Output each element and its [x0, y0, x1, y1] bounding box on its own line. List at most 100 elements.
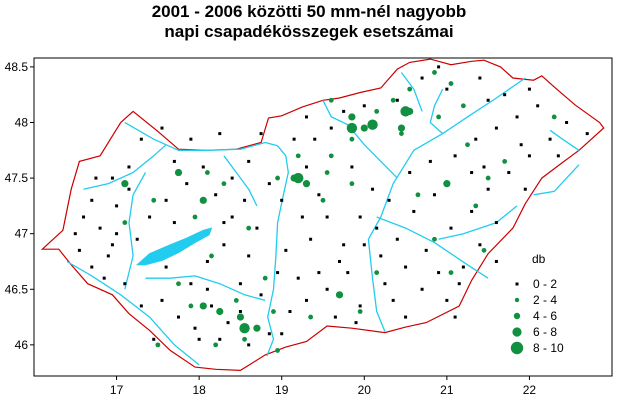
- legend-marker: [514, 297, 520, 303]
- station-4-6: [397, 124, 406, 132]
- y-tick-label: 47.5: [5, 171, 29, 185]
- station-0-2: [527, 154, 531, 158]
- station-0-2: [313, 137, 317, 141]
- station-0-2: [346, 271, 350, 275]
- chart-title-line1: 2001 - 2006 közötti 50 mm-nél nagyobb: [151, 2, 467, 21]
- station-0-2: [408, 171, 412, 175]
- station-2-4: [155, 342, 161, 348]
- station-0-2: [424, 248, 428, 252]
- station-0-2: [494, 126, 498, 130]
- station-2-4: [349, 136, 355, 142]
- station-0-2: [172, 221, 176, 225]
- station-2-4: [407, 86, 413, 92]
- river: [145, 275, 266, 302]
- axes: 17 18 19 20 21 22 46 46.5 47 47.5 48 48.5: [5, 57, 613, 397]
- country-border: [40, 58, 605, 372]
- river: [322, 100, 398, 179]
- river: [549, 129, 580, 151]
- station-0-2: [536, 104, 540, 108]
- station-0-2: [177, 315, 180, 319]
- station-2-4: [436, 114, 441, 120]
- plot-frame: [33, 57, 613, 377]
- station-0-2: [82, 215, 86, 219]
- legend-label: 6 - 8: [533, 325, 557, 339]
- station-2-4: [188, 303, 194, 309]
- station-0-2: [247, 254, 251, 258]
- station-0-2: [519, 143, 523, 147]
- station-6-8: [400, 106, 411, 117]
- station-2-4: [262, 275, 268, 281]
- station-0-2: [371, 187, 375, 191]
- station-0-2: [375, 226, 379, 230]
- legend-label: 2 - 4: [533, 293, 557, 307]
- legend-marker: [510, 341, 524, 355]
- station-0-2: [90, 265, 94, 269]
- station-0-2: [333, 315, 337, 319]
- station-0-2: [115, 232, 119, 236]
- station-2-4: [374, 270, 380, 275]
- station-4-6: [335, 291, 344, 299]
- legend: db 0 - 2 2 - 4 4 - 6 6 - 8 8 - 10: [510, 252, 564, 355]
- station-0-2: [98, 226, 102, 230]
- x-tick-label: 18: [192, 383, 206, 397]
- station-0-2: [255, 226, 259, 230]
- station-0-2: [267, 332, 271, 336]
- station-0-2: [284, 248, 288, 252]
- station-0-2: [556, 154, 560, 158]
- river: [66, 260, 200, 366]
- station-0-2: [139, 304, 143, 308]
- station-4-6: [443, 180, 451, 188]
- station-2-4: [151, 197, 157, 203]
- station-0-2: [160, 298, 164, 302]
- station-0-2: [185, 182, 189, 186]
- station-0-2: [127, 165, 131, 169]
- station-6-8: [346, 122, 358, 134]
- station-2-4: [551, 114, 557, 120]
- chart-title-line2: napi csapadékösszegek esetszámai: [164, 22, 454, 41]
- station-0-2: [243, 198, 247, 202]
- river: [429, 88, 444, 135]
- station-2-4: [328, 97, 334, 103]
- station-0-2: [445, 298, 449, 302]
- station-0-2: [197, 337, 201, 341]
- river: [124, 121, 278, 151]
- station-0-2: [317, 271, 321, 275]
- station-2-4: [399, 131, 404, 137]
- station-0-2: [218, 132, 222, 136]
- station-0-2: [90, 198, 94, 202]
- station-0-2: [362, 243, 366, 247]
- station-0-2: [148, 215, 152, 219]
- station-0-2: [358, 215, 362, 219]
- station-0-2: [478, 243, 482, 247]
- river: [533, 164, 580, 196]
- station-2-4: [448, 81, 454, 86]
- station-0-2: [565, 120, 569, 124]
- station-0-2: [280, 198, 284, 202]
- station-0-2: [470, 209, 474, 213]
- station-2-4: [176, 281, 181, 287]
- station-0-2: [230, 215, 234, 219]
- station-4-6: [348, 113, 356, 121]
- river: [83, 144, 167, 190]
- station-0-2: [445, 87, 449, 91]
- river: [367, 77, 526, 332]
- legend-label: 8 - 10: [533, 341, 564, 355]
- station-0-2: [515, 115, 519, 119]
- station-2-4: [308, 314, 314, 320]
- station-0-2: [292, 137, 296, 141]
- station-0-2: [106, 254, 110, 258]
- station-0-2: [457, 282, 461, 286]
- station-6-8: [367, 119, 378, 130]
- station-0-2: [201, 165, 205, 169]
- station-0-2: [123, 282, 127, 286]
- station-0-2: [259, 293, 263, 297]
- station-0-2: [449, 226, 453, 230]
- station-0-2: [395, 237, 399, 241]
- x-tick-label: 22: [523, 383, 537, 397]
- station-2-4: [295, 153, 301, 159]
- station-0-2: [387, 198, 391, 202]
- x-tick-label: 20: [358, 383, 372, 397]
- y-tick-label: 47: [15, 227, 29, 241]
- legend-marker: [512, 327, 522, 337]
